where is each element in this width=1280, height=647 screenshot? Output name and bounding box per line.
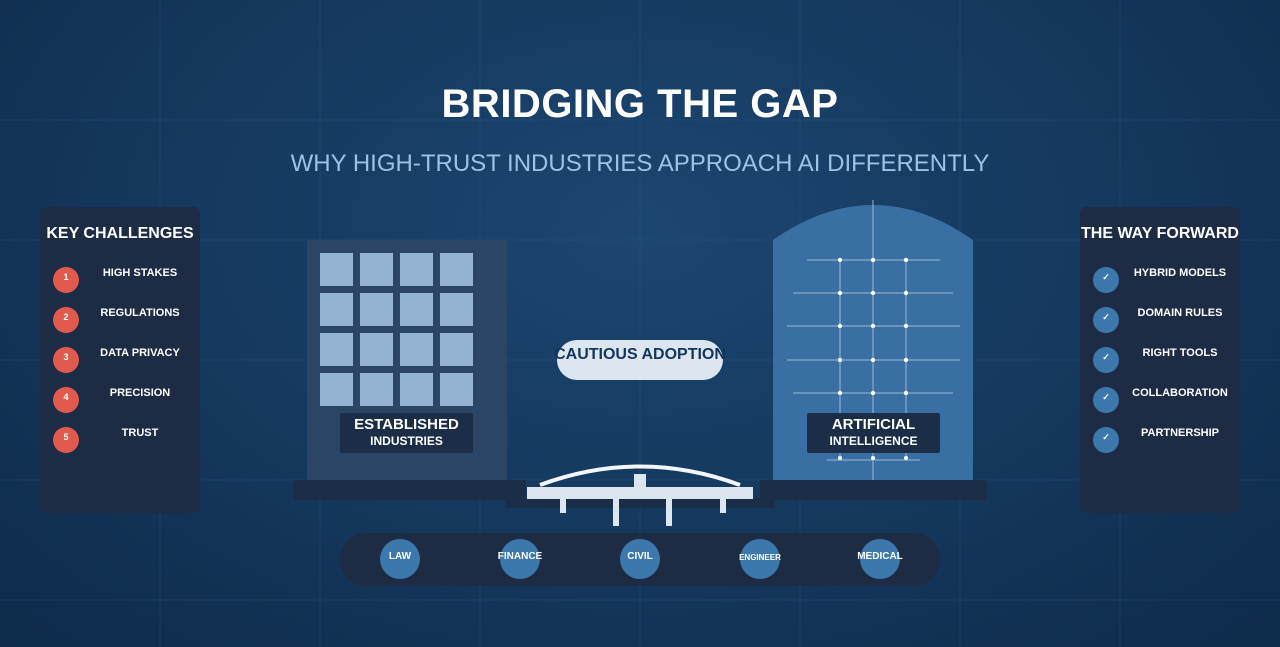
challenge-item-data-privacy: 3 DATA PRIVACY — [40, 347, 200, 377]
industry-circle-engineer: ENGINEER — [739, 539, 781, 579]
label-line-2: INDUSTRIES — [370, 434, 443, 448]
number-badge-5: 5 — [53, 427, 79, 453]
ai-circuit-nodes — [837, 257, 909, 460]
challenge-label: PRECISION — [109, 387, 171, 399]
industry-circle-medical: MEDICAL — [857, 539, 903, 579]
industry-label: ENGINEER — [739, 553, 781, 562]
forward-item-collaboration: ✓ COLLABORATION — [1080, 387, 1240, 417]
checkmark-icon: ✓ — [1093, 307, 1119, 333]
industry-circle-finance: FINANCE — [498, 539, 542, 579]
forward-label: HYBRID MODELS — [1133, 267, 1227, 279]
forward-label: COLLABORATION — [1132, 387, 1228, 399]
industry-label: LAW — [388, 551, 412, 562]
challenge-label: REGULATIONS — [100, 307, 180, 319]
forward-item-domain-rules: ✓ DOMAIN RULES — [1080, 307, 1240, 337]
challenge-item-precision: 4 PRECISION — [40, 387, 200, 417]
number-badge-1: 1 — [53, 267, 79, 293]
forward-label: PARTNERSHIP — [1140, 427, 1220, 439]
number-badge-4: 4 — [53, 387, 79, 413]
key-challenges-heading: KEY CHALLENGES — [46, 225, 194, 242]
bridge-base — [505, 498, 775, 508]
challenge-label: HIGH STAKES — [102, 267, 178, 279]
challenge-label: DATA PRIVACY — [100, 347, 180, 359]
label-line-2: INTELLIGENCE — [829, 434, 918, 448]
established-industries-label: ESTABLISHED INDUSTRIES — [340, 413, 473, 453]
checkmark-icon: ✓ — [1093, 347, 1119, 373]
artificial-intelligence-label: ARTIFICIAL INTELLIGENCE — [807, 413, 940, 453]
challenge-item-high-stakes: 1 HIGH STAKES — [40, 267, 200, 297]
number-badge-2: 2 — [53, 307, 79, 333]
industry-label: FINANCE — [497, 551, 543, 562]
checkmark-icon: ✓ — [1093, 387, 1119, 413]
industry-circle-civil: CIVIL — [620, 539, 660, 579]
forward-label: RIGHT TOOLS — [1142, 347, 1218, 359]
bridge — [527, 464, 753, 526]
forward-item-hybrid-models: ✓ HYBRID MODELS — [1080, 267, 1240, 297]
challenge-label: TRUST — [121, 427, 159, 439]
page-subtitle: WHY HIGH-TRUST INDUSTRIES APPROACH AI DI… — [290, 150, 990, 177]
forward-label: DOMAIN RULES — [1137, 307, 1223, 319]
building-windows — [320, 253, 473, 406]
number-badge-3: 3 — [53, 347, 79, 373]
forward-item-right-tools: ✓ RIGHT TOOLS — [1080, 347, 1240, 377]
challenge-item-regulations: 2 REGULATIONS — [40, 307, 200, 337]
industries-bar: LAW FINANCE CIVIL ENGINEER MEDICAL — [340, 533, 940, 586]
key-challenges-panel: KEY CHALLENGES 1 HIGH STAKES 2 REGULATIO… — [40, 207, 200, 513]
right-ground-platform — [760, 480, 987, 500]
checkmark-icon: ✓ — [1093, 427, 1119, 453]
industry-circle-law: LAW — [380, 539, 420, 579]
cautious-adoption-text: CAUTIOUS ADOPTION — [554, 346, 726, 363]
way-forward-heading: THE WAY FORWARD — [1081, 225, 1239, 242]
industry-label: MEDICAL — [857, 551, 903, 562]
label-line-1: ARTIFICIAL — [831, 416, 916, 433]
checkmark-icon: ✓ — [1093, 267, 1119, 293]
cautious-adoption-label: CAUTIOUS ADOPTION — [554, 340, 726, 380]
challenge-item-trust: 5 TRUST — [40, 427, 200, 457]
label-line-1: ESTABLISHED — [354, 416, 459, 433]
page-title: BRIDGING THE GAP — [441, 82, 839, 126]
left-ground-platform — [293, 480, 526, 500]
forward-item-partnership: ✓ PARTNERSHIP — [1080, 427, 1240, 457]
industry-label: CIVIL — [627, 551, 653, 562]
way-forward-panel: THE WAY FORWARD ✓ HYBRID MODELS ✓ DOMAIN… — [1080, 207, 1240, 513]
